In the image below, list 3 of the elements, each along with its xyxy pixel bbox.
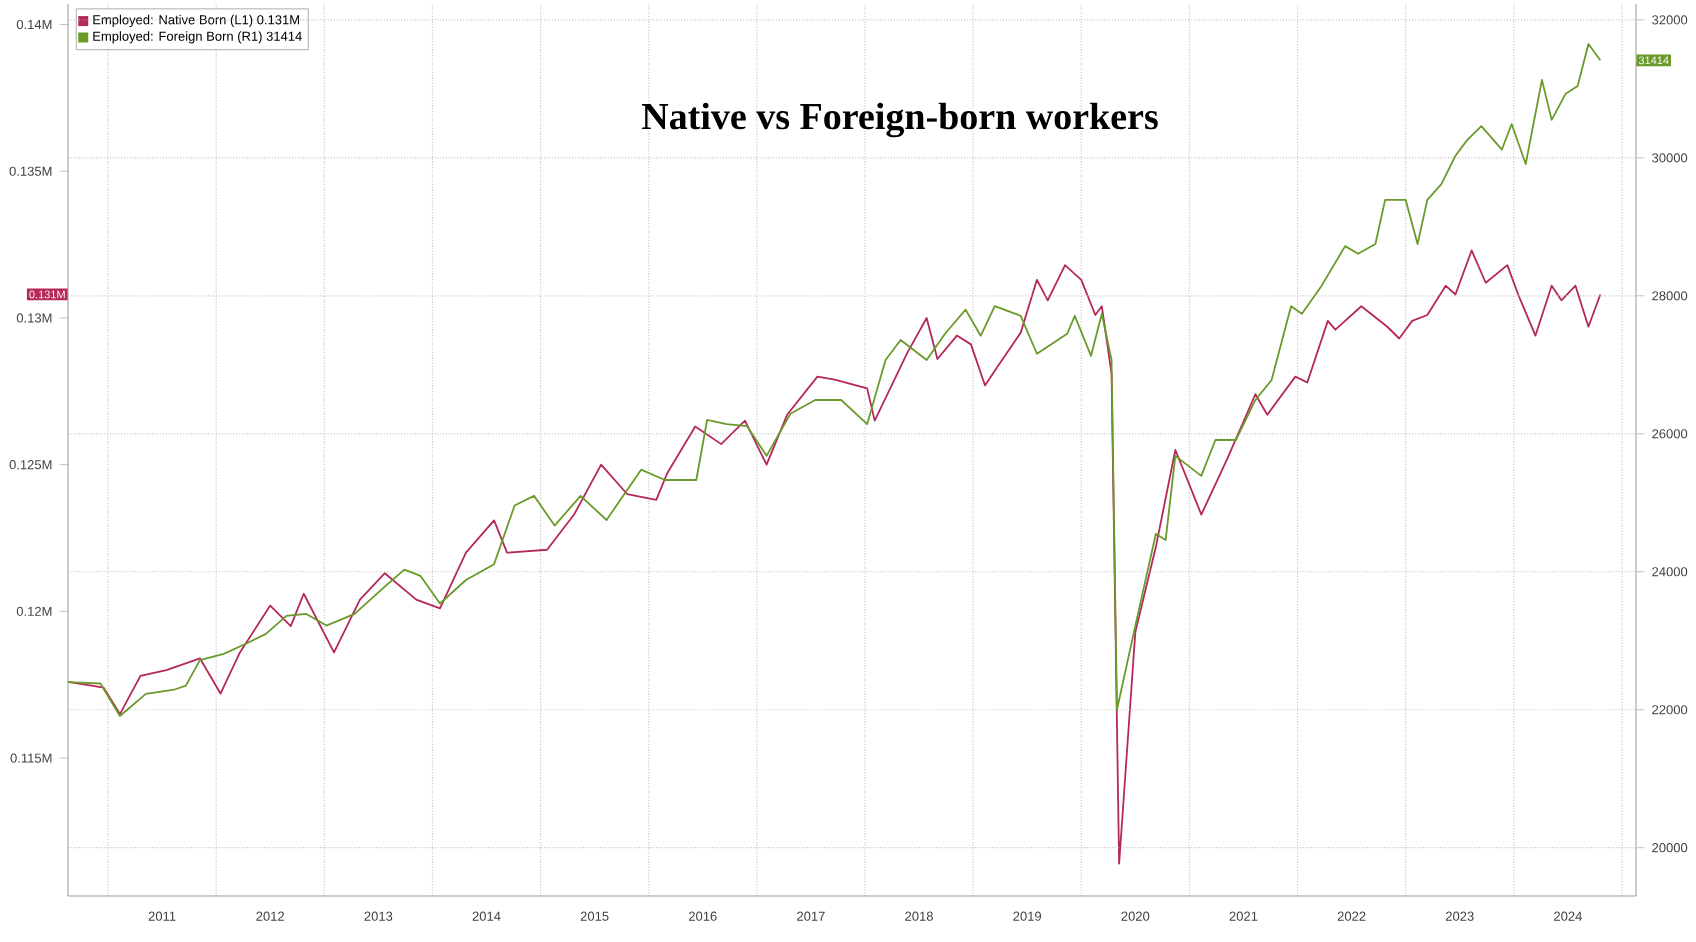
text: Native vs Foreign-born workers [641, 102, 1158, 138]
line-series [68, 43, 1602, 717]
line-series [68, 249, 1602, 865]
